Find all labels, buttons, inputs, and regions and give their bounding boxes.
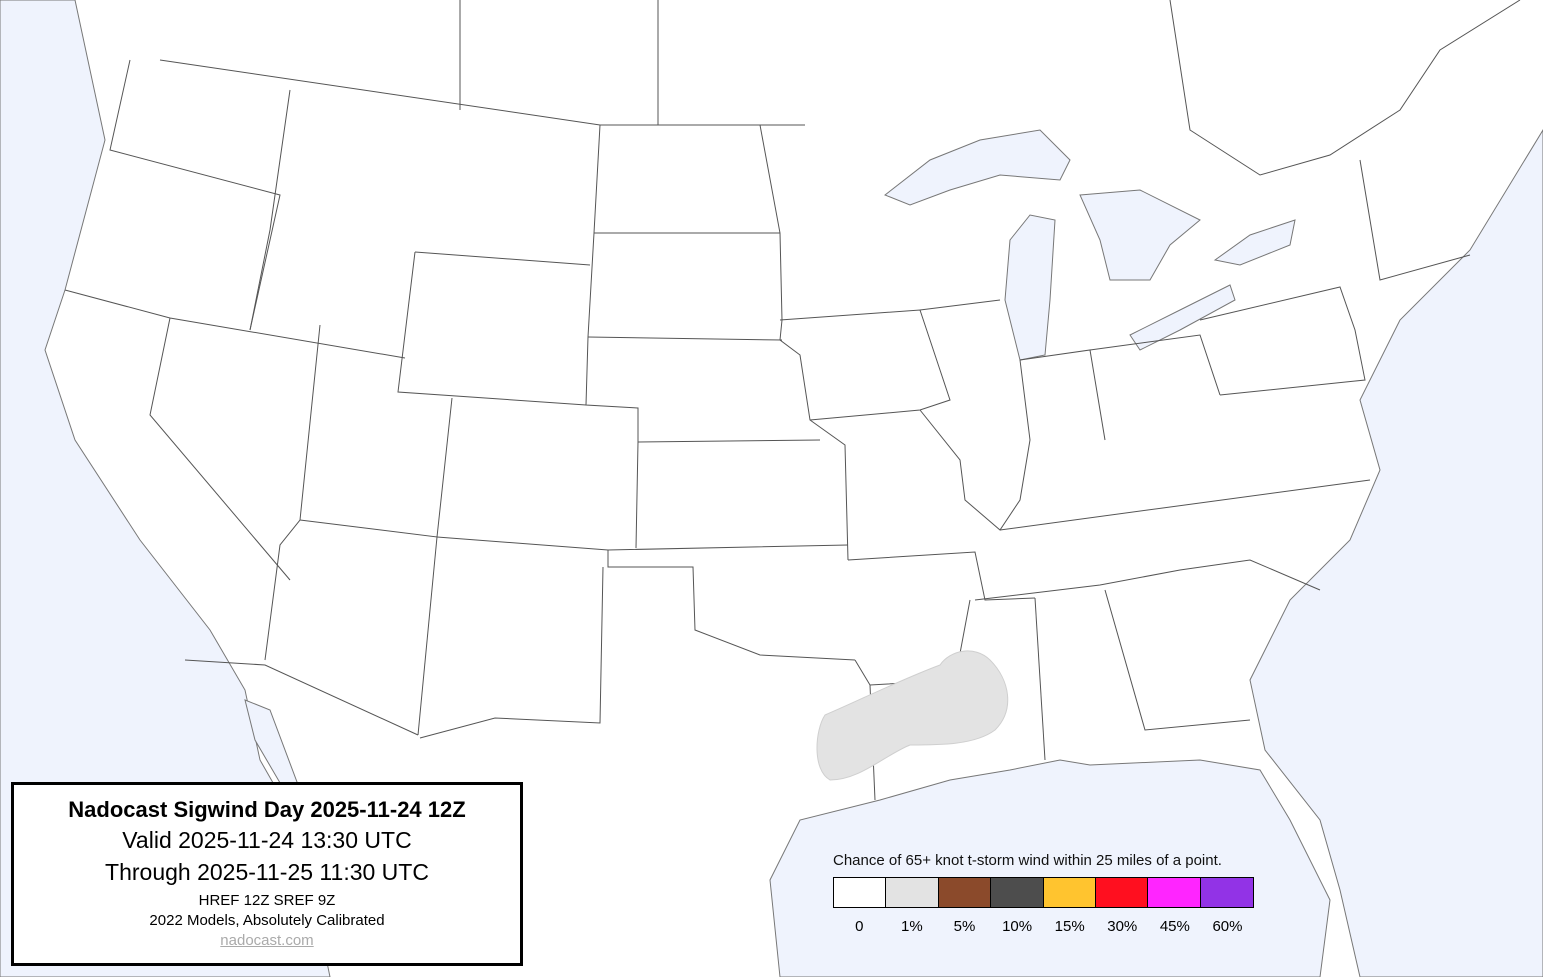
lake-michigan: [1004, 214, 1056, 361]
legend-label: 1%: [901, 918, 923, 935]
gulf-of-mexico: [769, 759, 1331, 977]
lake-superior: [884, 129, 1071, 206]
legend-label: 15%: [1054, 918, 1085, 935]
risk-area-1pct: [816, 650, 1009, 781]
legend-label: 0: [855, 918, 864, 935]
legend-label: 30%: [1107, 918, 1138, 935]
state-borders: [64, 0, 1521, 801]
legend-swatch: [1095, 878, 1149, 907]
legend-color-bar: [833, 877, 1254, 908]
legend-swatch: [938, 878, 992, 907]
legend-labels: 0 1% 5% 10% 15% 30% 45% 60%: [833, 918, 1254, 935]
map-title: Nadocast Sigwind Day 2025-11-24 12Z: [68, 797, 466, 822]
lake-ontario: [1213, 219, 1296, 266]
legend-label: 5%: [953, 918, 976, 935]
through-time: Through 2025-11-25 11:30 UTC: [105, 859, 429, 885]
calibration-note: 2022 Models, Absolutely Calibrated: [149, 912, 385, 929]
legend-label: 60%: [1212, 918, 1243, 935]
legend-swatch: [991, 878, 1044, 907]
legend-swatch: [834, 878, 887, 907]
legend: Chance of 65+ knot t-storm wind within 2…: [833, 852, 1254, 935]
valid-time: Valid 2025-11-24 13:30 UTC: [122, 827, 412, 853]
model-runs: HREF 12Z SREF 9Z: [198, 892, 336, 909]
legend-label: 10%: [1002, 918, 1033, 935]
lake-erie: [1129, 284, 1236, 351]
atlantic-ocean: [1249, 129, 1543, 977]
legend-title: Chance of 65+ knot t-storm wind within 2…: [833, 852, 1222, 869]
legend-swatch: [1043, 878, 1096, 907]
legend-label: 45%: [1159, 918, 1190, 935]
legend-swatch: [886, 878, 939, 907]
lake-huron: [1079, 189, 1201, 281]
legend-swatch: [1148, 878, 1201, 907]
nadocast-link[interactable]: nadocast.com: [220, 932, 314, 949]
legend-swatch: [1200, 878, 1253, 907]
title-box: Nadocast Sigwind Day 2025-11-24 12Z Vali…: [11, 782, 523, 966]
